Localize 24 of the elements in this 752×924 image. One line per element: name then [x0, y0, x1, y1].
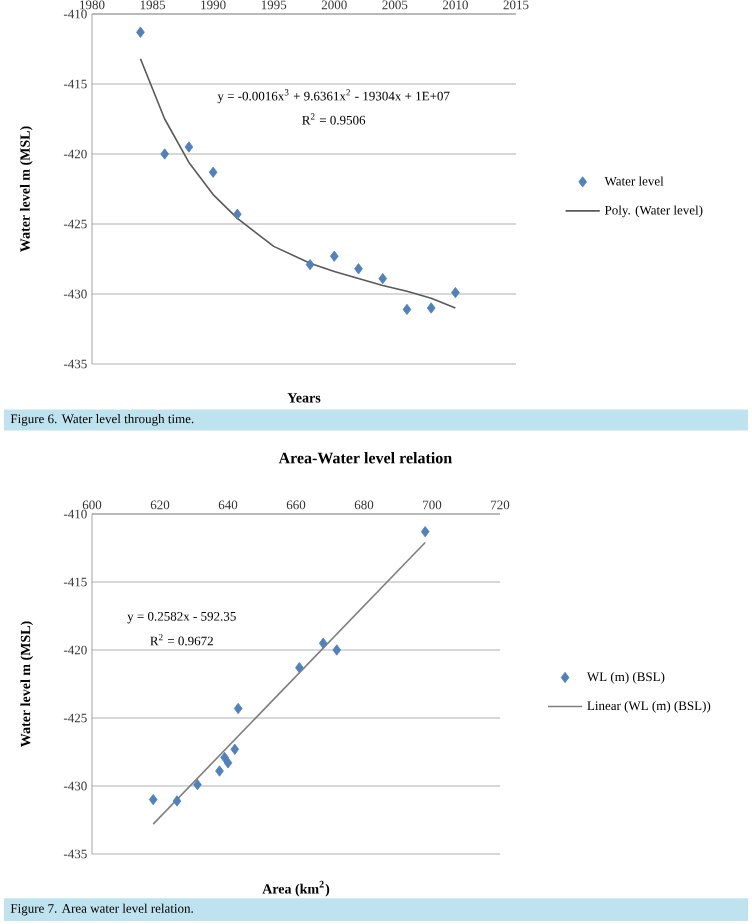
- point: [160, 148, 169, 160]
- chart-title: Area-Water level relation: [278, 452, 452, 464]
- point: [426, 302, 436, 314]
- point: [318, 637, 328, 649]
- point: [233, 702, 243, 715]
- point: [230, 743, 240, 755]
- point: [223, 757, 233, 769]
- point: [402, 303, 412, 315]
- point: [215, 765, 224, 777]
- point: [354, 263, 363, 275]
- point: [378, 272, 388, 285]
- point: [172, 795, 182, 807]
- point: [420, 526, 430, 538]
- point: [305, 258, 315, 271]
- point: [295, 662, 304, 674]
- point: [208, 166, 218, 178]
- point: [233, 208, 242, 220]
- point: [329, 250, 339, 262]
- point: [136, 26, 145, 38]
- line-series: [139, 57, 457, 309]
- point: [148, 793, 158, 806]
- point: [193, 779, 202, 791]
- point: [332, 644, 342, 656]
- point: [184, 141, 194, 153]
